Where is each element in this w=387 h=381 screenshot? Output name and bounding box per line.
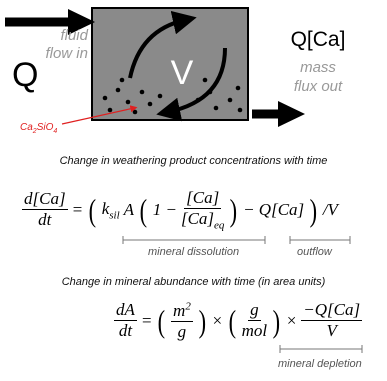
reservoir-label: V (171, 54, 194, 92)
caption: Change in mineral abundance with time (i… (0, 276, 387, 288)
math-text: ( (89, 194, 96, 226)
superscript: 2 (185, 300, 191, 312)
denominator: dt (38, 210, 51, 230)
math-text: dt (119, 321, 132, 340)
math-text: ( (140, 194, 147, 226)
caption: Change in weathering product concentrati… (0, 155, 387, 167)
math-text: [Ca] (181, 209, 214, 228)
math-text: ) (230, 194, 237, 226)
fraction: m2 g (171, 300, 193, 342)
fraction: g mol (242, 300, 268, 341)
subscript: sil (109, 209, 119, 221)
outflow-arrow-head (278, 101, 305, 127)
denominator: mol (242, 321, 268, 341)
subscript: 4 (53, 128, 57, 135)
math-text: × (211, 311, 222, 331)
page: Q fluid flow in V Q[Ca] mass flux out Ca… (0, 0, 387, 381)
math-text: −Q[Ca] (303, 300, 360, 319)
subscript: eq (214, 219, 224, 231)
math-text: = (141, 311, 152, 331)
math-text: dt (38, 210, 51, 229)
inflow-symbol: Q (12, 56, 38, 94)
denominator: [Ca]eq (181, 209, 224, 231)
math-text: ( (229, 305, 236, 337)
inflow-label: fluid (60, 27, 88, 44)
denominator: g (178, 322, 187, 342)
math-term: [Ca]eq (181, 209, 224, 228)
fraction: −Q[Ca] V (301, 300, 362, 341)
numerator: m2 (171, 300, 193, 322)
math-text: ) (273, 305, 280, 337)
bracket-label: outflow (297, 246, 332, 258)
math-term: ksil (102, 199, 120, 221)
numerator: −Q[Ca] (301, 300, 362, 321)
outflow-label: flux out (294, 78, 343, 95)
denominator: dt (119, 321, 132, 341)
mineral-formula: Ca2SiO4 (20, 122, 57, 135)
bracket-label: mineral dissolution (148, 246, 239, 258)
fraction: dA dt (114, 300, 137, 341)
math-text: 1 − (153, 200, 177, 220)
math-text: A (124, 200, 134, 220)
formula-part: SiO (37, 122, 54, 133)
outflow-label: mass (300, 59, 336, 76)
math-text: m (173, 301, 185, 320)
inflow-label: flow in (45, 45, 88, 62)
numerator: dA (114, 300, 137, 321)
equation: dA dt = ( m2 g) × ( g mol) × −Q[Ca] V (112, 300, 364, 342)
numerator: g (248, 300, 261, 321)
math-text: ) (310, 194, 317, 226)
fraction: [Ca][Ca]eq (181, 188, 224, 231)
math-text: × (286, 311, 297, 331)
math-term: m2 (173, 301, 191, 320)
math-text: d[Ca] (24, 189, 66, 208)
math-text: /V (323, 200, 338, 220)
math-text: = (72, 200, 83, 220)
numerator: [Ca] (184, 188, 221, 209)
denominator: V (326, 321, 336, 341)
math-text: − Q[Ca] (243, 200, 304, 220)
numerator: d[Ca] (22, 189, 68, 210)
math-text: g (178, 322, 187, 341)
math-text: mol (242, 321, 268, 340)
math-text: V (326, 321, 336, 340)
outflow-symbol: Q[Ca] (291, 28, 346, 51)
fraction: d[Ca] dt (22, 189, 68, 230)
math-text: [Ca] (186, 188, 219, 207)
bracket-label: mineral depletion (278, 358, 362, 370)
formula-part: Ca (20, 122, 33, 133)
math-text: g (250, 300, 259, 319)
math-text: ( (158, 305, 165, 337)
math-text: dA (116, 300, 135, 319)
math-text: ) (198, 305, 205, 337)
